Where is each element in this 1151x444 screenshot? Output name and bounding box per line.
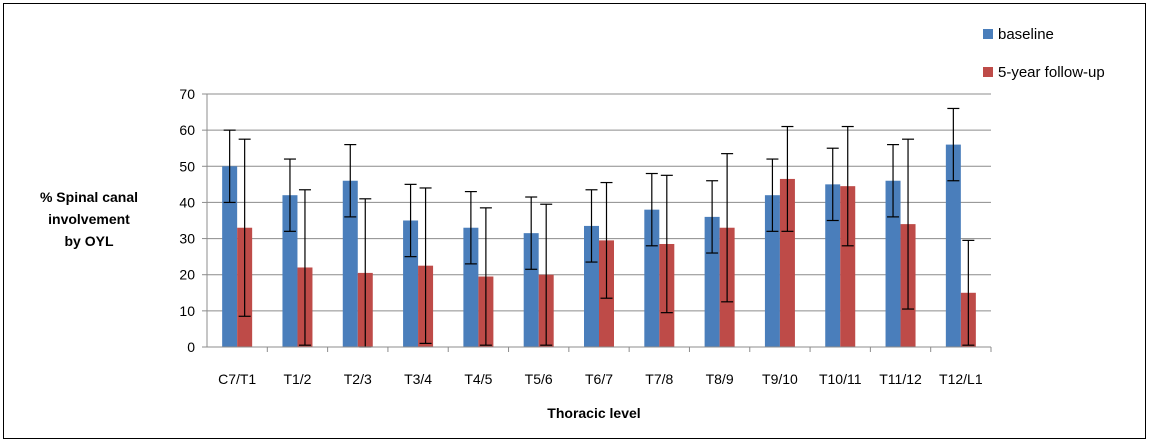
y-tick-label: 70 <box>179 86 195 102</box>
legend-label-follow-up: 5-year follow-up <box>998 64 1105 81</box>
bar-baseline <box>282 195 298 347</box>
bar-baseline <box>764 195 780 347</box>
y-tick-label: 0 <box>187 339 195 355</box>
legend-swatch-baseline <box>983 29 993 39</box>
bar-baseline <box>342 180 358 347</box>
x-tick-label: T5/6 <box>525 371 553 387</box>
bar-baseline <box>463 227 479 347</box>
x-axis-title: Thoracic level <box>547 405 640 421</box>
bar-baseline <box>825 184 841 347</box>
axes <box>202 93 992 352</box>
bar-follow-up <box>840 186 856 347</box>
legend: baseline 5-year follow-up <box>983 26 1105 81</box>
bar-chart: 0 10 20 30 40 50 60 70 C7/T1 T1/2 T2/3 T3/4 T4/5 T5/6… <box>40 26 1105 421</box>
bar-baseline <box>644 209 660 347</box>
x-tick-label: T12/L1 <box>939 371 983 387</box>
bars <box>222 144 976 347</box>
error-bars <box>223 107 975 348</box>
x-tick-label: T7/8 <box>645 371 673 387</box>
y-axis-title-line-2: involvement <box>48 211 130 227</box>
legend-label-baseline: baseline <box>998 26 1054 43</box>
x-tick-label: T11/12 <box>879 371 922 387</box>
tick-labels: 0 10 20 30 40 50 60 70 C7/T1 T1/2 T2/3 T3/4 T4/5 T5/6… <box>179 86 982 387</box>
y-tick-label: 60 <box>179 122 195 138</box>
x-tick-label: T4/5 <box>464 371 492 387</box>
x-tick-label: T2/3 <box>344 371 372 387</box>
y-tick-label: 30 <box>179 231 195 247</box>
bar-baseline <box>945 144 961 347</box>
bar-baseline <box>523 233 539 347</box>
x-tick-label: T8/9 <box>706 371 734 387</box>
x-tick-label: T1/2 <box>283 371 311 387</box>
y-tick-label: 50 <box>179 158 195 174</box>
chart-frame: 0 10 20 30 40 50 60 70 C7/T1 T1/2 T2/3 T3/4 T4/5 T5/6… <box>3 3 1146 439</box>
y-tick-label: 20 <box>179 267 195 283</box>
legend-swatch-follow-up <box>983 67 993 77</box>
bar-follow-up <box>779 178 795 347</box>
y-tick-label: 40 <box>179 194 195 210</box>
x-tick-label: C7/T1 <box>218 371 256 387</box>
x-tick-label: T9/10 <box>762 371 798 387</box>
x-tick-label: T10/11 <box>819 371 862 387</box>
y-axis-title-line-3: by OYL <box>64 233 113 249</box>
bar-baseline <box>885 180 901 347</box>
bar-baseline <box>222 166 238 347</box>
y-axis-title-line-1: % Spinal canal <box>40 189 138 205</box>
bar-baseline <box>704 216 720 347</box>
x-tick-label: T6/7 <box>585 371 613 387</box>
bar-baseline <box>403 220 419 347</box>
y-tick-label: 10 <box>179 303 195 319</box>
bar-baseline <box>584 225 599 347</box>
x-tick-label: T3/4 <box>404 371 432 387</box>
